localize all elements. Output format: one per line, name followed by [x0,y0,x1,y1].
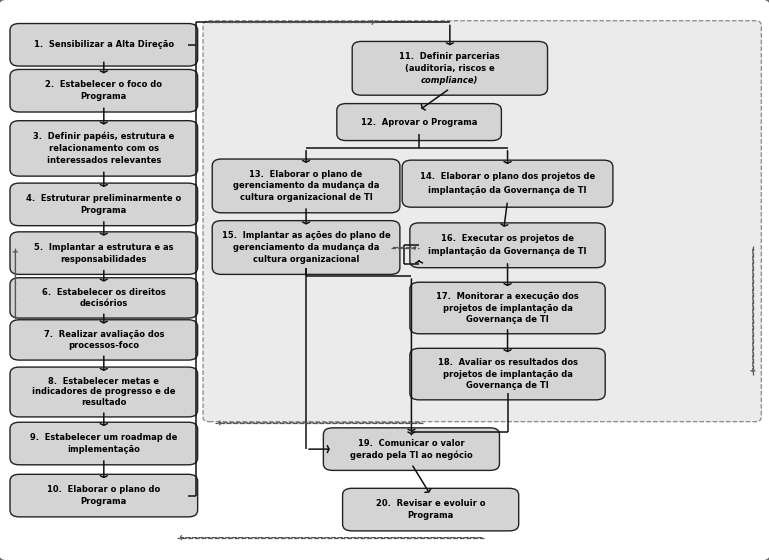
FancyBboxPatch shape [324,428,500,470]
Text: 11.  Definir parcerias: 11. Definir parcerias [399,52,501,61]
FancyBboxPatch shape [343,488,519,531]
Text: 9.  Estabelecer um roadmap de: 9. Estabelecer um roadmap de [30,433,178,442]
Text: 2.  Estabelecer o foco do: 2. Estabelecer o foco do [45,80,162,89]
Text: Governança de TI: Governança de TI [466,381,549,390]
FancyBboxPatch shape [212,221,400,274]
Text: 14.  Elaborar o plano dos projetos de: 14. Elaborar o plano dos projetos de [420,172,595,181]
FancyBboxPatch shape [203,21,761,422]
Text: indicadores de progresso e de: indicadores de progresso e de [32,388,175,396]
Text: Governança de TI: Governança de TI [466,315,549,324]
Text: decisórios: decisórios [80,299,128,308]
Text: 13.  Elaborar o plano de: 13. Elaborar o plano de [249,170,363,179]
FancyBboxPatch shape [10,278,198,318]
FancyBboxPatch shape [10,183,198,226]
Text: 5.  Implantar a estrutura e as: 5. Implantar a estrutura e as [34,242,174,251]
Text: implementação: implementação [68,445,140,454]
FancyBboxPatch shape [402,160,613,207]
Text: 10.  Elaborar o plano do: 10. Elaborar o plano do [47,485,161,494]
Text: 7.  Realizar avaliação dos: 7. Realizar avaliação dos [44,330,164,339]
Text: projetos de implantação da: projetos de implantação da [443,370,572,379]
FancyBboxPatch shape [10,474,198,517]
Text: Programa: Programa [81,206,127,215]
FancyBboxPatch shape [337,104,501,141]
Text: 4.  Estruturar preliminarmente o: 4. Estruturar preliminarmente o [26,194,181,203]
FancyBboxPatch shape [10,422,198,465]
Text: cultura organizacional de TI: cultura organizacional de TI [240,193,372,202]
FancyBboxPatch shape [352,41,548,95]
Text: 18.  Avaliar os resultados dos: 18. Avaliar os resultados dos [438,358,578,367]
Text: 19.  Comunicar o valor: 19. Comunicar o valor [358,438,464,447]
Text: 3.  Definir papéis, estrutura e: 3. Definir papéis, estrutura e [33,131,175,141]
Text: (auditoria, riscos e: (auditoria, riscos e [405,64,494,73]
FancyBboxPatch shape [10,121,198,176]
Text: Programa: Programa [81,497,127,506]
Text: cultura organizacional: cultura organizacional [253,255,359,264]
Text: 1.  Sensibilizar a Alta Direção: 1. Sensibilizar a Alta Direção [34,40,174,49]
Text: Programa: Programa [408,511,454,520]
Text: gerado pela TI ao negócio: gerado pela TI ao negócio [350,450,473,460]
FancyBboxPatch shape [410,223,605,268]
Text: compliance): compliance) [421,76,478,85]
Text: 20.  Revisar e evoluir o: 20. Revisar e evoluir o [376,499,485,508]
FancyBboxPatch shape [10,232,198,274]
Text: relacionamento com os: relacionamento com os [48,144,159,153]
FancyBboxPatch shape [410,348,605,400]
Text: responsabilidades: responsabilidades [61,255,147,264]
Text: resultado: resultado [81,398,127,407]
FancyBboxPatch shape [10,69,198,112]
Text: 6.  Estabelecer os direitos: 6. Estabelecer os direitos [42,288,165,297]
Text: Programa: Programa [81,92,127,101]
Text: 17.  Monitorar a execução dos: 17. Monitorar a execução dos [436,292,579,301]
Text: gerenciamento da mudança da: gerenciamento da mudança da [233,181,379,190]
FancyBboxPatch shape [10,24,198,66]
Text: 15.  Implantar as ações do plano de: 15. Implantar as ações do plano de [221,231,391,240]
Text: processos-foco: processos-foco [68,341,139,350]
Text: 16.  Executar os projetos de: 16. Executar os projetos de [441,234,574,243]
FancyBboxPatch shape [212,159,400,213]
Text: 12.  Aprovar o Programa: 12. Aprovar o Programa [361,118,478,127]
Text: interessados relevantes: interessados relevantes [47,156,161,165]
FancyBboxPatch shape [10,367,198,417]
Text: projetos de implantação da: projetos de implantação da [443,304,572,312]
Text: 8.  Estabelecer metas e: 8. Estabelecer metas e [48,377,159,386]
Text: implantação da Governança de TI: implantação da Governança de TI [428,248,587,256]
Text: implantação da Governança de TI: implantação da Governança de TI [428,186,587,195]
FancyBboxPatch shape [10,320,198,360]
FancyBboxPatch shape [410,282,605,334]
Text: gerenciamento da mudança da: gerenciamento da mudança da [233,243,379,252]
